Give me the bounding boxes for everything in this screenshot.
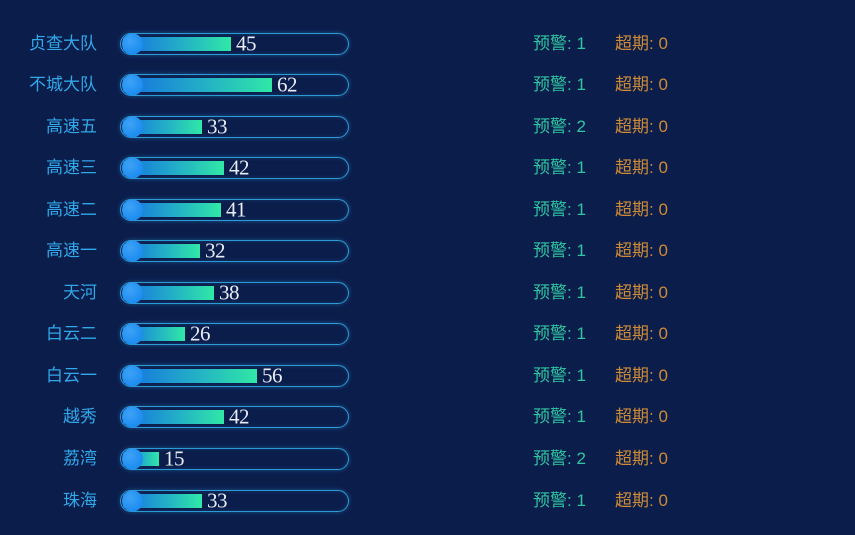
overdue-stat: 超期: 0 [615,33,668,53]
bar-fill [123,78,272,93]
bar-value-label: 38 [219,280,240,305]
bar-fill [123,202,221,217]
category-label: 高速一 [46,241,97,261]
bar-value-label: 62 [277,72,298,97]
bar-start-dot [122,365,143,387]
bar-track: 32 [120,238,349,263]
category-label: 越秀 [63,407,97,427]
chart-row: 贞查大队 45 预警: 1 超期: 0 [0,23,855,65]
bar-value-label: 42 [229,155,250,180]
bar-value-label: 42 [229,404,250,429]
chart-row: 高速一 32 预警: 1 超期: 0 [0,230,855,272]
chart-row: 白云一 56 预警: 1 超期: 0 [0,355,855,397]
overdue-stat: 超期: 0 [615,407,668,427]
bar-track: 38 [120,280,349,305]
bar-start-dot [122,323,143,345]
bar-value-label: 32 [205,238,226,263]
chart-row: 不城大队 62 预警: 1 超期: 0 [0,64,855,106]
category-label: 贞查大队 [29,33,97,53]
chart-row: 天河 38 预警: 1 超期: 0 [0,272,855,314]
overdue-stat: 超期: 0 [615,116,668,136]
bar-track: 41 [120,197,349,222]
bar-track: 33 [120,488,349,513]
bar-track: 33 [120,114,349,139]
bar-value-label: 33 [207,114,228,139]
warning-stat: 预警: 1 [533,324,586,344]
bar-fill [123,368,257,383]
category-label: 不城大队 [29,75,97,95]
overdue-stat: 超期: 0 [615,75,668,95]
bar-track: 26 [120,321,349,346]
bar-start-dot [122,448,143,470]
bar-fill [123,493,202,508]
bar-track: 42 [120,404,349,429]
bar-value-label: 45 [236,31,257,55]
warning-stat: 预警: 1 [533,75,586,95]
category-label: 白云二 [46,324,97,344]
overdue-stat: 超期: 0 [615,199,668,219]
warning-stat: 预警: 1 [533,158,586,178]
bar-value-label: 41 [226,197,247,222]
bar-track: 62 [120,72,349,97]
chart-row: 高速三 42 预警: 1 超期: 0 [0,147,855,189]
bar-track: 42 [120,155,349,180]
category-label: 高速二 [46,199,97,219]
bar-start-dot [122,116,143,138]
overdue-stat: 超期: 0 [615,282,668,302]
warning-stat: 预警: 2 [533,449,586,468]
warning-stat: 预警: 1 [533,407,586,427]
chart-row: 高速五 33 预警: 2 超期: 0 [0,106,855,148]
warning-stat: 预警: 1 [533,241,586,261]
category-label: 白云一 [46,365,97,385]
chart-row: 荔湾 15 预警: 2 超期: 0 [0,438,855,480]
bar-start-dot [122,282,143,304]
warning-stat: 预警: 1 [533,199,586,219]
bar-fill [123,161,224,176]
warning-stat: 预警: 2 [533,116,586,136]
category-label: 天河 [63,282,97,302]
bar-value-label: 26 [190,321,211,346]
bar-start-dot [122,199,143,221]
overdue-stat: 超期: 0 [615,158,668,178]
bar-track: 45 [120,31,349,55]
bar-value-label: 15 [164,446,185,471]
warning-stat: 预警: 1 [533,33,586,53]
chart-row: 白云二 26 预警: 1 超期: 0 [0,313,855,355]
bar-start-dot [122,240,143,262]
category-label: 珠海 [63,490,97,510]
bar-fill [123,410,224,425]
overdue-stat: 超期: 0 [615,365,668,385]
bar-start-dot [122,406,143,428]
bar-fill [123,36,231,51]
bar-value-label: 33 [207,488,228,513]
bar-track: 15 [120,446,349,471]
bar-start-dot [122,74,143,96]
bar-value-label: 56 [262,363,283,388]
overdue-stat: 超期: 0 [615,449,668,468]
bar-fill [123,285,214,300]
overdue-stat: 超期: 0 [615,490,668,510]
chart-row: 高速二 41 预警: 1 超期: 0 [0,189,855,231]
category-label: 高速五 [46,116,97,136]
overdue-stat: 超期: 0 [615,324,668,344]
bar-start-dot [122,33,143,54]
chart-row: 珠海 33 预警: 1 超期: 0 [0,480,855,522]
overdue-stat: 超期: 0 [615,241,668,261]
bar-fill [123,119,202,134]
category-label: 荔湾 [63,449,97,468]
bar-track: 56 [120,363,349,388]
warning-stat: 预警: 1 [533,365,586,385]
warning-stat: 预警: 1 [533,490,586,510]
warning-stat: 预警: 1 [533,282,586,302]
chart-row: 越秀 42 预警: 1 超期: 0 [0,396,855,438]
bar-start-dot [122,490,143,512]
bar-start-dot [122,157,143,179]
category-label: 高速三 [46,158,97,178]
